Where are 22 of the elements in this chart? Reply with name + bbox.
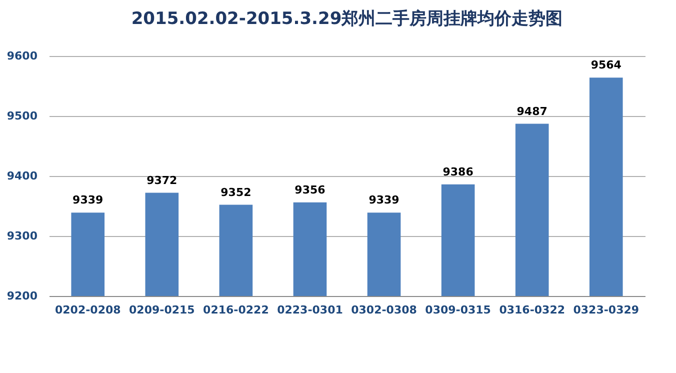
data-label: 9352 — [220, 186, 252, 199]
data-label: 9386 — [442, 165, 474, 178]
data-label: 9487 — [516, 104, 548, 118]
x-tick-label: 0216-0222 — [203, 304, 269, 316]
y-tick-label: 9400 — [6, 170, 38, 182]
x-tick-label: 0309-0315 — [425, 304, 491, 316]
y-tick-label: 9300 — [6, 230, 38, 242]
y-tick-label: 9200 — [6, 290, 38, 302]
x-tick-label: 0302-0308 — [351, 304, 417, 316]
x-tick-label: 0316-0322 — [499, 304, 565, 316]
data-label: 9356 — [294, 183, 326, 196]
chart-title: 2015.02.02-2015.3.29郑州二手房周挂牌均价走势图 — [131, 9, 563, 29]
y-tick-label: 9500 — [6, 110, 38, 122]
data-label: 9564 — [590, 58, 622, 72]
x-tick-label: 0323-0329 — [573, 304, 640, 316]
x-tick-label: 0209-0215 — [129, 304, 195, 316]
data-label: 9372 — [146, 174, 178, 187]
x-tick-label: 0202-0208 — [54, 304, 121, 316]
y-tick-label: 9600 — [6, 50, 38, 62]
x-tick-label: 0223-0301 — [277, 304, 343, 316]
data-label: 9339 — [72, 194, 104, 207]
data-label: 9339 — [368, 194, 400, 207]
